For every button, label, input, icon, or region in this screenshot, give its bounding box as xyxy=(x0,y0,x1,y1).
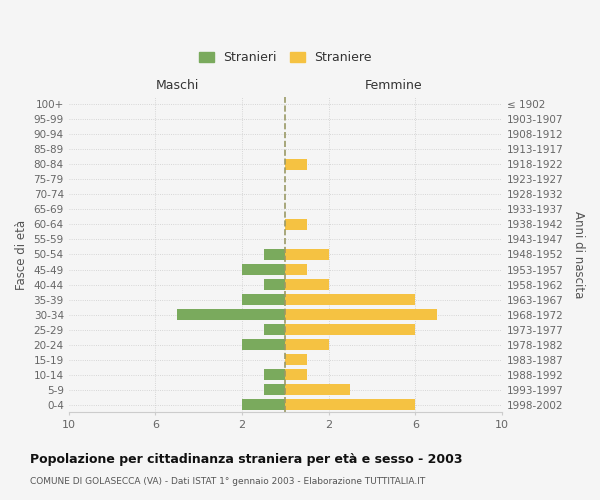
Bar xyxy=(286,309,437,320)
Text: COMUNE DI GOLASECCA (VA) - Dati ISTAT 1° gennaio 2003 - Elaborazione TUTTITALIA.: COMUNE DI GOLASECCA (VA) - Dati ISTAT 1°… xyxy=(30,478,425,486)
Bar xyxy=(286,354,307,366)
Bar xyxy=(263,249,286,260)
Y-axis label: Fasce di età: Fasce di età xyxy=(15,220,28,290)
Bar xyxy=(263,279,286,290)
Bar xyxy=(286,264,307,275)
Bar xyxy=(242,264,286,275)
Bar xyxy=(286,158,307,170)
Bar xyxy=(286,279,329,290)
Bar xyxy=(286,339,329,350)
Bar xyxy=(263,369,286,380)
Bar xyxy=(286,399,415,410)
Bar xyxy=(263,324,286,336)
Bar xyxy=(177,309,286,320)
Bar xyxy=(286,294,415,305)
Bar xyxy=(286,324,415,336)
Bar xyxy=(263,384,286,396)
Y-axis label: Anni di nascita: Anni di nascita xyxy=(572,211,585,298)
Text: Popolazione per cittadinanza straniera per età e sesso - 2003: Popolazione per cittadinanza straniera p… xyxy=(30,452,463,466)
Bar xyxy=(286,249,329,260)
Bar xyxy=(286,384,350,396)
Legend: Stranieri, Straniere: Stranieri, Straniere xyxy=(194,46,377,69)
Bar xyxy=(286,219,307,230)
Bar xyxy=(242,399,286,410)
Bar xyxy=(242,294,286,305)
Bar xyxy=(286,369,307,380)
Text: Maschi: Maschi xyxy=(155,79,199,92)
Bar xyxy=(242,339,286,350)
Text: Femmine: Femmine xyxy=(365,79,422,92)
